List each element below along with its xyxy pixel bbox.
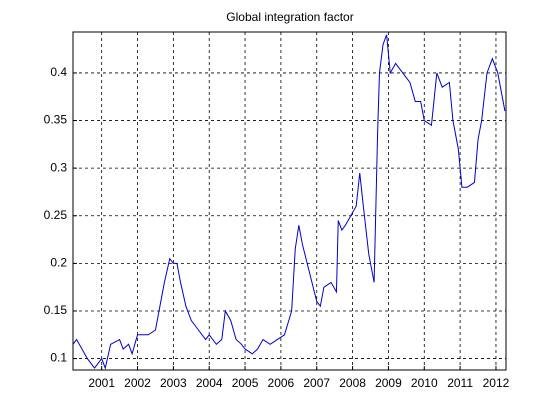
x-tick-label: 2011 bbox=[447, 376, 473, 390]
x-tick-label: 2008 bbox=[339, 376, 366, 390]
x-tick-label: 2009 bbox=[375, 376, 402, 390]
y-tick-label: 0.3 bbox=[50, 160, 67, 174]
y-tick-label: 0.15 bbox=[44, 303, 68, 317]
x-tick-label: 2002 bbox=[124, 376, 151, 390]
x-tick-label: 2004 bbox=[196, 376, 223, 390]
y-tick-label: 0.4 bbox=[50, 65, 67, 79]
data-line bbox=[72, 34, 506, 370]
y-tick-label: 0.35 bbox=[44, 113, 68, 127]
y-tick-label: 0.25 bbox=[44, 208, 68, 222]
x-tick-label: 2001 bbox=[88, 376, 115, 390]
chart-title: Global integration factor bbox=[226, 10, 353, 24]
x-tick-label: 2005 bbox=[232, 376, 259, 390]
x-tick-label: 2007 bbox=[303, 376, 330, 390]
plot-frame bbox=[72, 31, 507, 371]
x-tick-label: 2006 bbox=[268, 376, 295, 390]
x-tick-label: 2010 bbox=[411, 376, 438, 390]
y-tick-label: 0.2 bbox=[50, 256, 67, 270]
y-tick-label: 0.1 bbox=[50, 351, 67, 365]
x-tick-label: 2012 bbox=[483, 376, 510, 390]
x-tick-label: 2003 bbox=[160, 376, 187, 390]
